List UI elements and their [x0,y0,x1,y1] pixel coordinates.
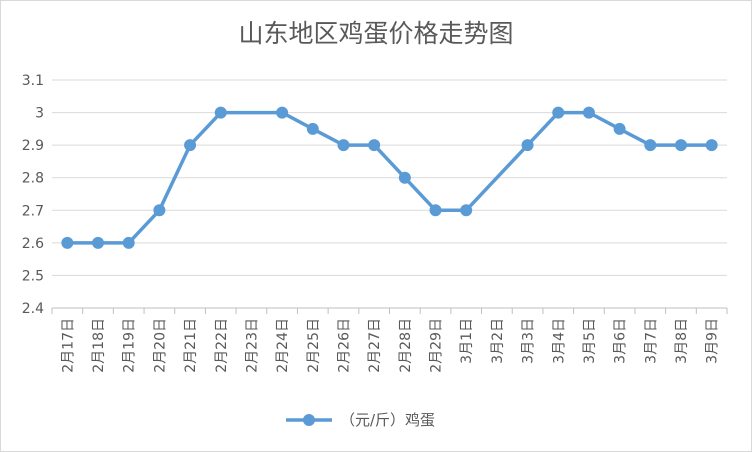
data-point [153,204,166,217]
x-tick-label: 2月26日 [336,318,352,373]
y-tick-label: 2.6 [22,236,44,252]
data-point [582,106,595,119]
data-point [644,139,657,152]
gridlines [52,79,727,309]
x-tick-label: 2月18日 [91,318,107,373]
x-tick-label: 2月22日 [214,318,230,373]
data-point [552,106,565,119]
x-tick-label: 2月23日 [244,318,260,373]
data-point [460,204,473,217]
legend: （元/斤）鸡蛋 [286,411,435,429]
x-axis [51,307,728,314]
data-point [214,106,227,119]
data-point [337,139,350,152]
x-tick-label: 2月24日 [275,318,291,373]
x-tick-label: 3月6日 [613,318,629,364]
x-tick-label: 3月4日 [551,318,567,364]
y-tick-label: 2.8 [22,171,44,187]
x-tick-label: 2月27日 [367,318,383,373]
y-tick-label: 3.1 [22,73,44,89]
y-tick-label: 2.7 [22,203,44,219]
data-point [429,204,442,217]
x-tick-label: 2月29日 [429,318,445,373]
x-tick-label: 3月5日 [582,318,598,364]
x-tick-label: 2月28日 [398,318,414,373]
x-tick-label: 3月8日 [674,318,690,364]
data-point [368,139,381,152]
legend-marker [303,414,315,426]
data-point [306,122,319,135]
x-tick-label: 3月1日 [459,318,475,364]
data-point [276,106,289,119]
x-tick-label: 3月7日 [643,318,659,364]
data-point [122,236,135,249]
data-point [61,236,74,249]
data-point [613,122,626,135]
x-tick-label: 2月21日 [183,318,199,373]
legend-label: （元/斤）鸡蛋 [340,411,435,429]
data-point [398,171,411,184]
chart-title: 山东地区鸡蛋价格走势图 [238,19,514,48]
data-point [184,139,197,152]
x-tick-label: 2月19日 [122,318,138,373]
x-tick-label: 3月9日 [705,318,721,364]
x-tick-label: 2月17日 [60,318,76,373]
data-point [674,139,687,152]
y-axis-ticks: 2.4 2.5 2.6 2.7 2.8 2.9 3 3.1 [22,73,44,317]
y-tick-label: 2.4 [22,301,44,317]
x-axis-ticks: 2月17日 2月18日 2月19日 2月20日 2月21日 2月22日 2月23日 2月24日… [60,318,720,373]
y-tick-label: 2.5 [22,268,44,284]
series-group [61,106,718,249]
x-tick-label: 2月20日 [152,318,168,373]
y-tick-label: 2.9 [22,138,44,154]
data-point [92,236,105,249]
y-tick-label: 3 [35,106,44,122]
data-point [705,139,718,152]
x-tick-label: 2月25日 [306,318,322,373]
x-tick-label: 3月3日 [521,318,537,364]
x-tick-label: 3月2日 [490,318,506,364]
data-point [521,139,534,152]
